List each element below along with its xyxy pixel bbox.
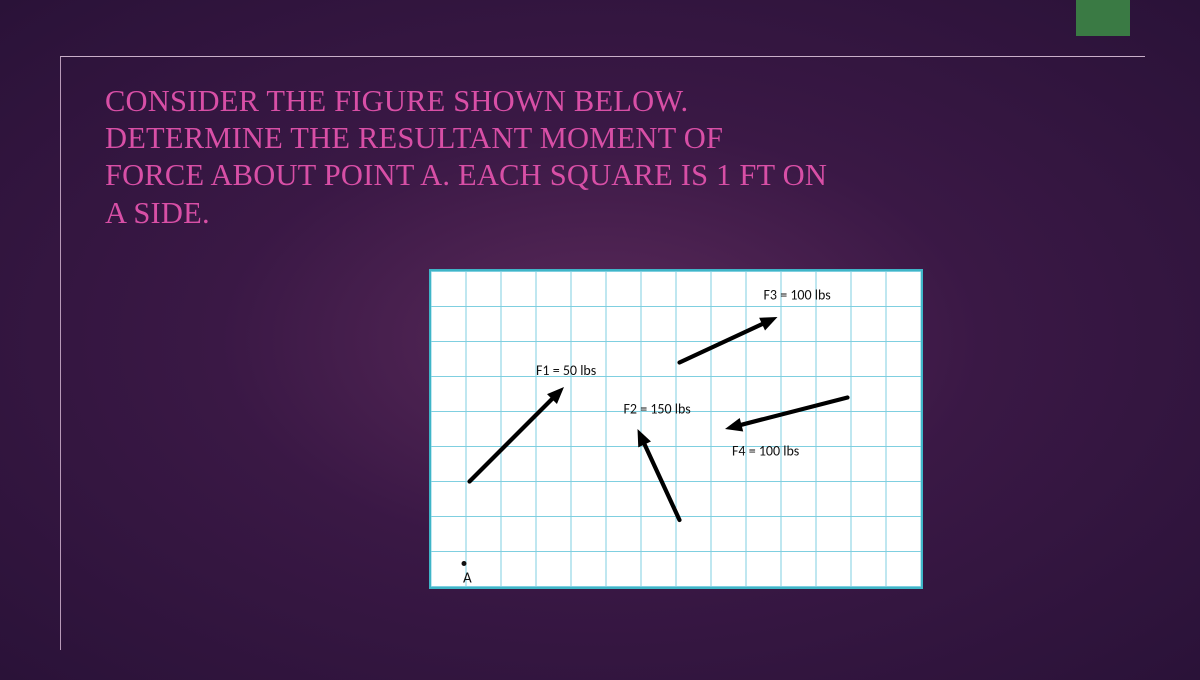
title-line: FORCE ABOUT POINT A. EACH SQUARE IS 1 FT… <box>105 157 1111 194</box>
accent-tab <box>1076 0 1130 36</box>
point-A-label: A <box>463 570 472 588</box>
diagram-svg: F1 = 50 lbs F2 = 150 lbs F3 = 100 lbs F4 = … <box>431 271 921 587</box>
arrowhead-F4 <box>725 418 743 432</box>
arrow-F1 <box>470 394 558 482</box>
force-label: F1 = 50 lbs <box>536 362 596 379</box>
title-line: CONSIDER THE FIGURE SHOWN BELOW. <box>105 83 1111 120</box>
arrow-F4 <box>734 398 847 427</box>
title-line: A SIDE. <box>105 195 1111 232</box>
force-label: F3 = 100 lbs <box>764 287 831 304</box>
force-label: F2 = 150 lbs <box>624 400 691 417</box>
arrow-F2 <box>641 437 679 520</box>
problem-title: CONSIDER THE FIGURE SHOWN BELOW. DETERMI… <box>61 57 1145 232</box>
slide-panel: CONSIDER THE FIGURE SHOWN BELOW. DETERMI… <box>60 56 1145 650</box>
force-label: F4 = 100 lbs <box>732 442 799 459</box>
point-A-dot <box>462 561 467 566</box>
title-line: DETERMINE THE RESULTANT MOMENT OF <box>105 120 1111 157</box>
grid <box>431 272 921 587</box>
force-diagram: F1 = 50 lbs F2 = 150 lbs F3 = 100 lbs F4 = … <box>429 269 923 589</box>
